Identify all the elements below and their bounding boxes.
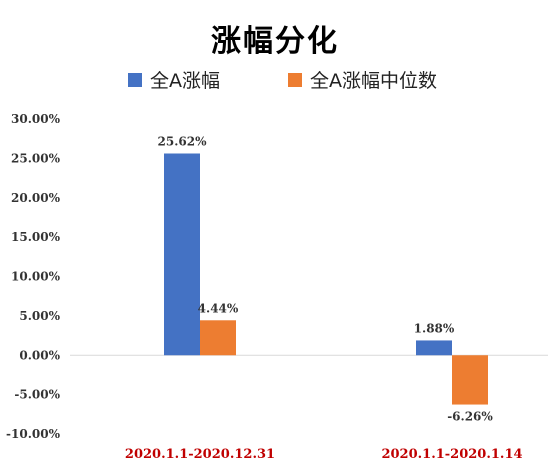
data-label: 4.44% [198,301,239,315]
chart-title: 涨幅分化 [211,24,339,59]
y-tick-label: -5.00% [14,388,60,402]
data-label: -6.26% [447,410,493,424]
data-label: 1.88% [414,321,455,335]
legend-swatch-series-1 [128,72,142,87]
y-tick-label: 0.00% [19,348,60,362]
legend-swatch-series-2 [288,72,302,87]
bar [452,355,488,405]
y-tick-label: 5.00% [19,309,60,323]
bar [416,340,452,356]
legend-item-series-2: 全A涨幅中位数 [288,66,437,93]
bar [164,153,200,356]
y-tick-label: 25.00% [11,151,61,165]
y-tick-label: 10.00% [11,270,61,284]
y-tick-label: 15.00% [11,230,61,244]
bar [200,320,236,356]
legend: 全A涨幅 全A涨幅中位数 [0,66,550,93]
y-tick-label: -10.00% [6,427,61,441]
x-category-label: 2020.1.1-2020.1.14 [381,447,522,462]
x-category-label: 2020.1.1-2020.12.31 [125,447,275,462]
y-tick-label: 20.00% [11,191,61,205]
data-label: 25.62% [158,134,208,148]
y-tick-label: 30.00% [11,112,61,126]
legend-label-series-2: 全A涨幅中位数 [310,70,437,92]
legend-item-series-1: 全A涨幅 [128,66,220,93]
legend-label-series-1: 全A涨幅 [150,70,220,92]
